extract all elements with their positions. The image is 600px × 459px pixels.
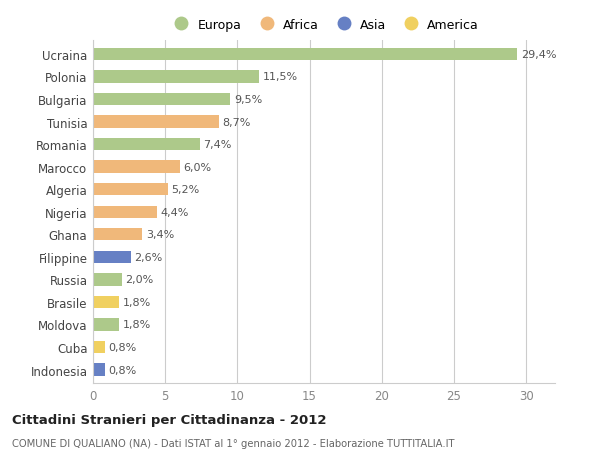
Text: 7,4%: 7,4%	[203, 140, 232, 150]
Text: 29,4%: 29,4%	[521, 50, 557, 60]
Bar	[93, 319, 119, 331]
Bar	[93, 364, 104, 376]
Text: 5,2%: 5,2%	[172, 185, 200, 195]
Text: 1,8%: 1,8%	[122, 320, 151, 330]
Text: 0,8%: 0,8%	[108, 342, 136, 352]
Bar	[93, 296, 119, 308]
Text: 0,8%: 0,8%	[108, 365, 136, 375]
Text: 8,7%: 8,7%	[222, 118, 251, 127]
Text: 3,4%: 3,4%	[146, 230, 174, 240]
Text: Cittadini Stranieri per Cittadinanza - 2012: Cittadini Stranieri per Cittadinanza - 2…	[12, 413, 326, 426]
Text: 9,5%: 9,5%	[234, 95, 262, 105]
Text: 11,5%: 11,5%	[263, 73, 298, 82]
Text: 2,6%: 2,6%	[134, 252, 163, 262]
Bar	[93, 116, 218, 129]
Bar	[93, 71, 259, 84]
Bar	[93, 341, 104, 353]
Bar	[93, 274, 122, 286]
Bar	[93, 49, 517, 61]
Bar	[93, 161, 179, 174]
Text: 1,8%: 1,8%	[122, 297, 151, 307]
Text: COMUNE DI QUALIANO (NA) - Dati ISTAT al 1° gennaio 2012 - Elaborazione TUTTITALI: COMUNE DI QUALIANO (NA) - Dati ISTAT al …	[12, 438, 455, 448]
Bar	[93, 94, 230, 106]
Text: 6,0%: 6,0%	[183, 162, 211, 172]
Text: 4,4%: 4,4%	[160, 207, 188, 217]
Legend: Europa, Africa, Asia, America: Europa, Africa, Asia, America	[169, 19, 479, 32]
Bar	[93, 184, 168, 196]
Bar	[93, 206, 157, 218]
Bar	[93, 251, 131, 263]
Text: 2,0%: 2,0%	[125, 275, 154, 285]
Bar	[93, 229, 142, 241]
Bar	[93, 139, 200, 151]
